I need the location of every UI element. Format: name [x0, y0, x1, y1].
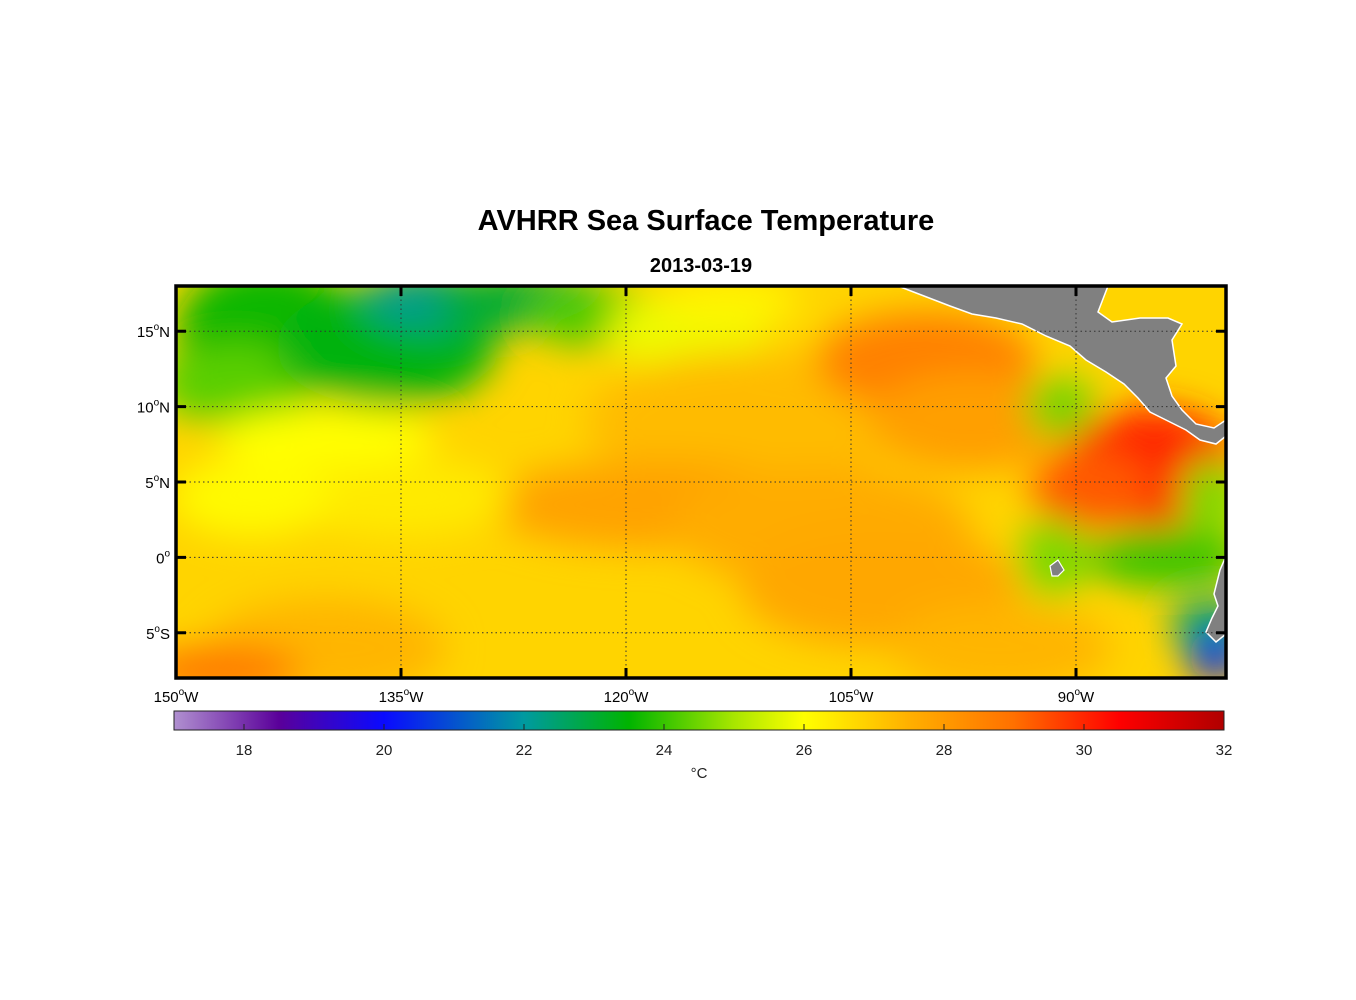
- colorbar-ticks: 18 20 22 24 26 28 30 32: [236, 724, 1233, 759]
- sst-patch: [176, 645, 301, 678]
- land-mask: [897, 286, 1226, 644]
- colorbar-tick-label: 18: [236, 742, 253, 759]
- colorbar-tick-label: 30: [1076, 742, 1093, 759]
- colorbar-unit-label: °C: [691, 765, 708, 782]
- sst-patch: [891, 602, 1111, 678]
- sst-patch: [586, 351, 906, 492]
- chart-subtitle: 2013-03-19: [649, 255, 753, 277]
- sst-patch: [1181, 457, 1226, 538]
- colorbar-tick-label: 20: [376, 742, 393, 759]
- x-tick-label: 120oW: [604, 687, 650, 706]
- land-central-america: [897, 286, 1226, 445]
- colorbar-tick-label: 28: [936, 742, 953, 759]
- land-galapagos: [1049, 559, 1065, 577]
- colorbar-tick-label: 32: [1216, 742, 1233, 759]
- y-tick-label: 0o: [156, 548, 170, 567]
- colorbar-tick-label: 24: [656, 742, 673, 759]
- sst-patch: [216, 406, 436, 467]
- y-tick-label: 5oS: [146, 624, 170, 643]
- sst-field: [176, 286, 1226, 678]
- x-tick-label: 90oW: [1058, 687, 1095, 706]
- sst-patch: [1086, 527, 1226, 588]
- colorbar-bar: [173, 710, 1225, 731]
- x-tick-label: 150oW: [154, 687, 200, 706]
- x-tick-label: 135oW: [379, 687, 425, 706]
- sst-patch: [1031, 449, 1151, 530]
- y-tick-label: 5oN: [145, 473, 170, 492]
- y-tick-label: 15oN: [137, 322, 170, 341]
- x-tick-label: 105oW: [829, 687, 875, 706]
- sst-patch: [291, 457, 511, 538]
- sst-patch: [661, 286, 801, 327]
- colorbar: 18 20 22 24 26 28 30 32 °C: [173, 710, 1233, 782]
- sst-patch: [871, 371, 1071, 472]
- y-axis-labels: 15oN 10oN 5oN 0o 5oS: [137, 322, 171, 643]
- sst-patch: [176, 457, 331, 538]
- land-south-america: [1205, 555, 1226, 644]
- sst-patch: [1026, 376, 1096, 437]
- axis-ticks: [174, 286, 1226, 678]
- chart-title: AVHRR Sea Surface Temperature: [477, 205, 935, 237]
- colorbar-tick-label: 26: [796, 742, 813, 759]
- colorbar-tick-label: 22: [516, 742, 533, 759]
- y-tick-label: 10oN: [137, 398, 170, 417]
- x-axis-labels: 150oW 135oW 120oW 105oW 90oW: [154, 687, 1095, 706]
